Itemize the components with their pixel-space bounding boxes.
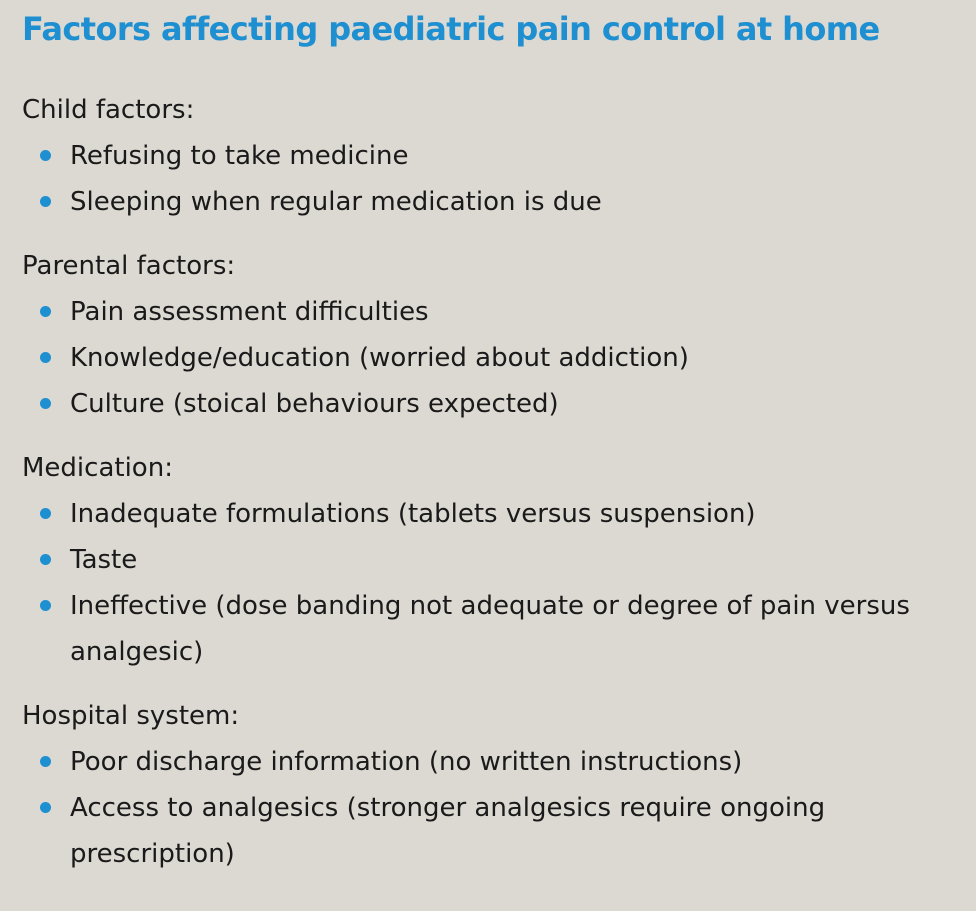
- bullet-dot-icon: [40, 306, 51, 317]
- section-child-factors: Child factors: Refusing to take medicine…: [22, 87, 956, 225]
- list-item: Sleeping when regular medication is due: [22, 179, 956, 225]
- box-title: Factors affecting paediatric pain contro…: [22, 10, 880, 48]
- section-heading: Parental factors:: [22, 251, 236, 281]
- bullet-list: Refusing to take medicine Sleeping when …: [22, 133, 956, 225]
- list-item-text: Sleeping when regular medication is due: [70, 187, 602, 217]
- bullet-dot-icon: [40, 600, 51, 611]
- bullet-dot-icon: [40, 508, 51, 519]
- bullet-dot-icon: [40, 756, 51, 767]
- list-item: Poor discharge information (no written i…: [22, 739, 956, 785]
- bullet-list: Inadequate formulations (tablets versus …: [22, 491, 956, 675]
- bullet-dot-icon: [40, 150, 51, 161]
- section-heading: Medication:: [22, 453, 173, 483]
- list-item: Culture (stoical behaviours expected): [22, 381, 956, 427]
- bullet-dot-icon: [40, 802, 51, 813]
- list-item: Taste: [22, 537, 956, 583]
- section-hospital-system: Hospital system: Poor discharge informat…: [22, 693, 956, 877]
- list-item-text: Inadequate formulations (tablets versus …: [70, 499, 756, 529]
- list-item: Refusing to take medicine: [22, 133, 956, 179]
- list-item-text: Refusing to take medicine: [70, 141, 409, 171]
- list-item-text: Access to analgesics (stronger analgesic…: [70, 793, 826, 869]
- bullet-dot-icon: [40, 554, 51, 565]
- bullet-dot-icon: [40, 196, 51, 207]
- list-item: Access to analgesics (stronger analgesic…: [22, 785, 956, 877]
- list-item-text: Culture (stoical behaviours expected): [70, 389, 559, 419]
- list-item-text: Taste: [70, 545, 138, 575]
- section-heading: Hospital system:: [22, 701, 240, 731]
- section-parental-factors: Parental factors: Pain assessment diffic…: [22, 243, 956, 427]
- list-item: Ineffective (dose banding not adequate o…: [22, 583, 956, 675]
- section-heading: Child factors:: [22, 95, 195, 125]
- bullet-dot-icon: [40, 398, 51, 409]
- list-item: Knowledge/education (worried about addic…: [22, 335, 956, 381]
- list-item-text: Poor discharge information (no written i…: [70, 747, 743, 777]
- section-medication: Medication: Inadequate formulations (tab…: [22, 445, 956, 675]
- bullet-list: Poor discharge information (no written i…: [22, 739, 956, 877]
- bullet-list: Pain assessment difficulties Knowledge/e…: [22, 289, 956, 427]
- list-item-text: Pain assessment difficulties: [70, 297, 429, 327]
- bullet-dot-icon: [40, 352, 51, 363]
- list-item: Pain assessment difficulties: [22, 289, 956, 335]
- list-item-text: Knowledge/education (worried about addic…: [70, 343, 689, 373]
- list-item: Inadequate formulations (tablets versus …: [22, 491, 956, 537]
- list-item-text: Ineffective (dose banding not adequate o…: [70, 591, 910, 667]
